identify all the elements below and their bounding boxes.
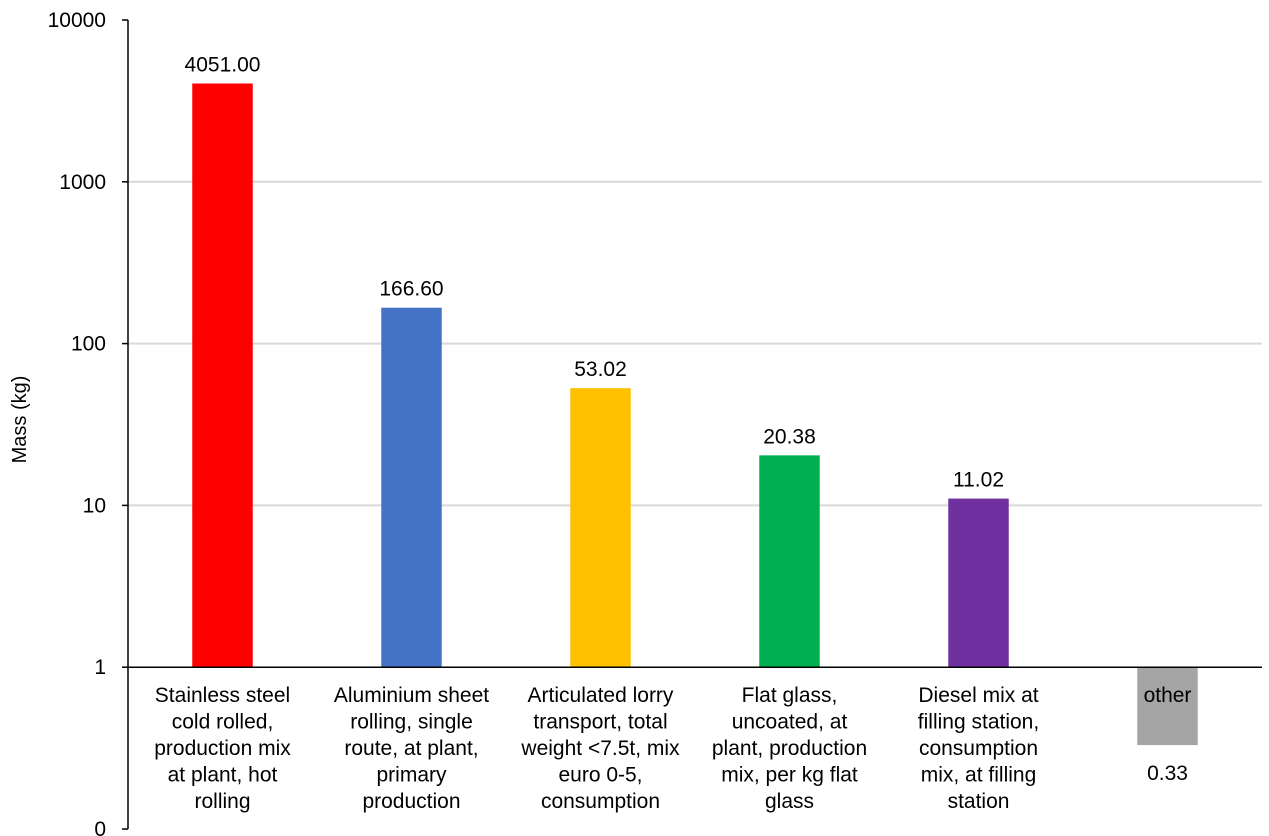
y-tick-label: 100 bbox=[71, 333, 106, 356]
data-label: 11.02 bbox=[953, 469, 1004, 492]
y-tick-label: 1 bbox=[94, 656, 106, 679]
data-label: 166.60 bbox=[379, 278, 443, 301]
category-label-line: cold rolled, bbox=[172, 711, 274, 734]
category-label: other bbox=[1144, 684, 1192, 707]
category-label-line: glass bbox=[765, 790, 814, 813]
category-label-line: station bbox=[948, 790, 1010, 813]
category-label-line: filling station, bbox=[918, 711, 1039, 734]
bar bbox=[1137, 667, 1198, 746]
data-label: 53.02 bbox=[574, 358, 627, 381]
bar bbox=[192, 83, 253, 668]
category-label-line: rolling bbox=[194, 790, 250, 813]
bar bbox=[570, 388, 631, 668]
bar bbox=[759, 455, 820, 668]
category-label-line: production bbox=[362, 790, 460, 813]
data-label: 4051.00 bbox=[185, 53, 261, 76]
category-label-line: Aluminium sheet bbox=[334, 684, 489, 707]
category-label-line: consumption bbox=[919, 737, 1038, 760]
y-tick-label: 1000 bbox=[59, 171, 106, 194]
category-label-line: production mix bbox=[154, 737, 291, 760]
category-label-line: route, at plant, bbox=[344, 737, 478, 760]
bar bbox=[948, 498, 1009, 668]
category-label-line: uncoated, at bbox=[732, 711, 848, 734]
category-label-line: euro 0-5, bbox=[558, 764, 642, 787]
category-label-line: Flat glass, bbox=[742, 684, 838, 707]
category-label: Aluminium sheet rolling, single route, at … bbox=[334, 684, 489, 813]
category-label: Articulated lorry transport, total weight … bbox=[520, 684, 680, 813]
category-label-line: transport, total bbox=[533, 711, 667, 734]
category-label-line: consumption bbox=[541, 790, 660, 813]
category-label-line: mix, per kg flat bbox=[721, 764, 858, 787]
y-tick-label: 10 bbox=[83, 494, 106, 517]
category-label: Diesel mix at filling station, consumption… bbox=[918, 684, 1039, 813]
data-label: 0.33 bbox=[1147, 762, 1188, 785]
category-label-line: at plant, hot bbox=[168, 764, 278, 787]
category-label-line: Stainless steel bbox=[155, 684, 290, 707]
category-label: Flat glass, uncoated, at plant, production… bbox=[712, 684, 867, 813]
y-tick-label: 10000 bbox=[48, 9, 106, 32]
category-label-line: mix, at filling bbox=[921, 764, 1037, 787]
y-tick-label: 0 bbox=[94, 818, 106, 836]
category-label-line: Diesel mix at bbox=[918, 684, 1038, 707]
bar bbox=[381, 307, 442, 668]
category-label-line: plant, production bbox=[712, 737, 867, 760]
category-label-line: rolling, single bbox=[350, 711, 473, 734]
y-axis-title: Mass (kg) bbox=[9, 376, 31, 464]
category-label: Stainless steel cold rolled, production mi… bbox=[154, 684, 291, 813]
category-label-line: Articulated lorry bbox=[528, 684, 674, 707]
category-label-line: primary bbox=[376, 764, 447, 787]
category-label-line: weight <7.5t, mix bbox=[520, 737, 680, 760]
data-label: 20.38 bbox=[763, 425, 816, 448]
